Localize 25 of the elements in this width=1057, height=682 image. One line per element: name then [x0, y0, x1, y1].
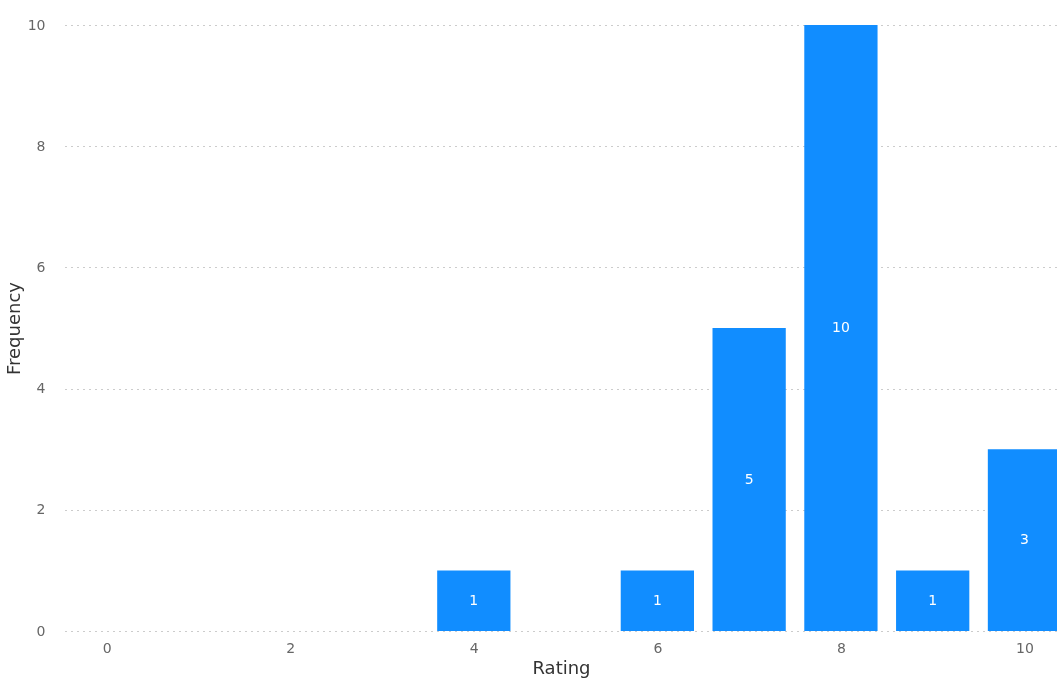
y-tick-label: 6: [36, 258, 46, 275]
data-label: 1: [469, 591, 479, 608]
data-label: 1: [652, 591, 662, 608]
x-tick-label: 10: [1016, 639, 1034, 656]
data-label: 5: [744, 470, 754, 487]
y-tick-label: 10: [27, 16, 46, 33]
x-tick-label: 6: [653, 639, 663, 656]
x-tick-label: 2: [286, 639, 296, 656]
y-tick-label: 0: [36, 622, 46, 639]
x-axis-title: Rating: [532, 656, 591, 678]
y-axis-title: Frequency: [2, 281, 24, 375]
bar: [712, 328, 786, 631]
bar: [437, 570, 511, 631]
data-label: 10: [832, 319, 850, 335]
bar: [896, 570, 970, 631]
y-tick-label: 4: [36, 380, 46, 397]
y-tick-label: 8: [36, 137, 46, 154]
bar: [804, 25, 878, 631]
y-tick-label: 2: [36, 501, 46, 518]
data-label: 3: [1020, 531, 1029, 548]
bar: [620, 570, 694, 631]
x-tick-label: 8: [836, 639, 846, 656]
data-label: 1: [928, 591, 938, 608]
x-tick-label: 4: [469, 639, 479, 656]
x-tick-label: 0: [102, 639, 112, 656]
